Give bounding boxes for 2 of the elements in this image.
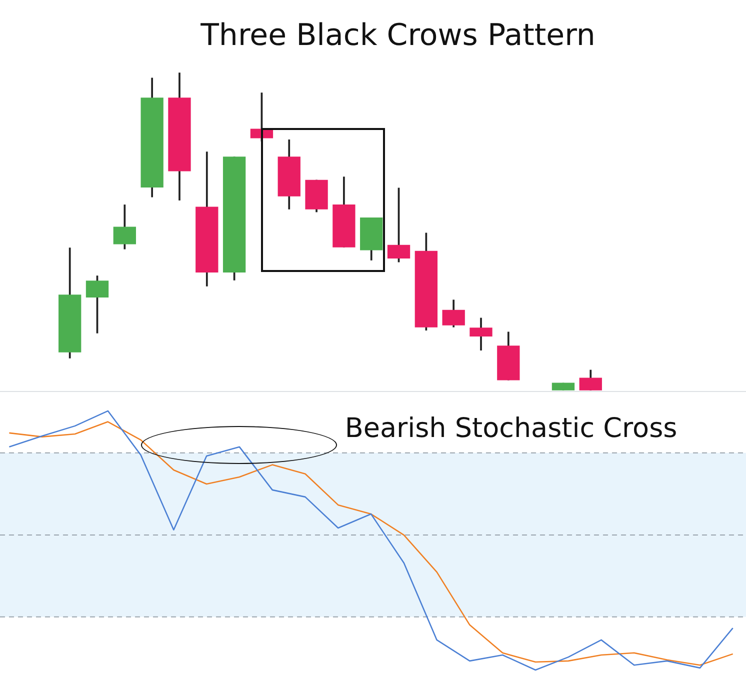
annotation: Bearish Stochastic Cross xyxy=(344,413,678,444)
chart-title: Three Black Crows Pattern xyxy=(200,18,596,53)
